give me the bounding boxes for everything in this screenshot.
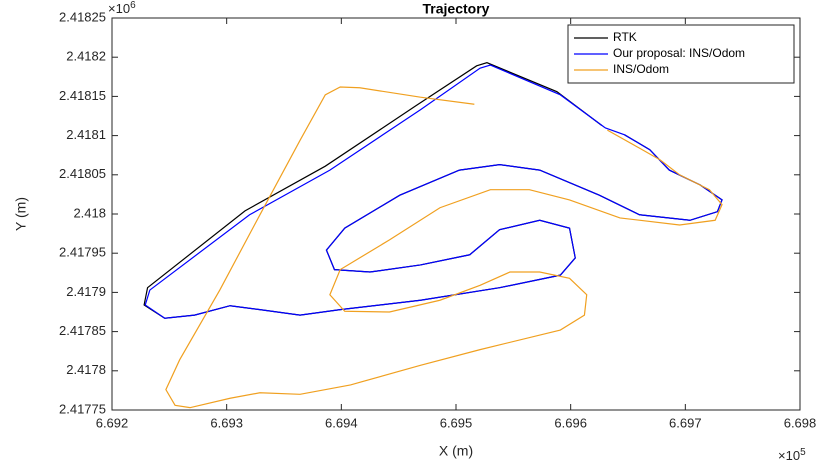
- x-tick-label: 6.696: [554, 415, 587, 430]
- legend: RTK Our proposal: INS/Odom INS/Odom: [567, 24, 795, 84]
- series-lines: [143, 62, 723, 409]
- y-tick-label: 2.41805: [59, 166, 106, 181]
- legend-label: RTK: [613, 30, 637, 44]
- y-tick-label: 2.41775: [59, 401, 106, 416]
- y-tick-label: 2.41815: [59, 88, 106, 103]
- y-multiplier-exponent: 6: [130, 0, 136, 11]
- x-tick-label: 6.694: [325, 415, 358, 430]
- y-multiplier: ×106: [108, 0, 136, 16]
- legend-label: Our proposal: INS/Odom: [613, 46, 745, 60]
- x-tick-label: 6.698: [784, 415, 817, 430]
- y-axis-label: Y (m): [13, 197, 29, 231]
- x-multiplier-exponent: 5: [800, 447, 806, 458]
- y-tick-label: 2.41785: [59, 323, 106, 338]
- x-multiplier-base: ×10: [778, 448, 800, 463]
- y-tick-label: 2.418: [73, 205, 106, 220]
- chart-title: Trajectory: [423, 1, 490, 17]
- x-multiplier: ×105: [778, 447, 806, 464]
- legend-label: INS/Odom: [613, 62, 669, 76]
- x-tick-label: 6.697: [669, 415, 702, 430]
- x-tick-label: 6.695: [440, 415, 473, 430]
- x-tick-label: 6.692: [96, 415, 129, 430]
- y-tick-label: 2.4179: [66, 284, 106, 299]
- x-tick-label: 6.693: [210, 415, 243, 430]
- series-line: [165, 86, 723, 409]
- x-axis-label: X (m): [439, 443, 473, 459]
- y-multiplier-base: ×10: [108, 1, 130, 16]
- y-tick-label: 2.4182: [66, 49, 106, 64]
- y-tick-label: 2.41795: [59, 245, 106, 260]
- y-tick-label: 2.4178: [66, 362, 106, 377]
- y-tick-label: 2.4181: [66, 127, 106, 142]
- series-line: [144, 64, 723, 319]
- y-tick-label: 2.41825: [59, 9, 106, 24]
